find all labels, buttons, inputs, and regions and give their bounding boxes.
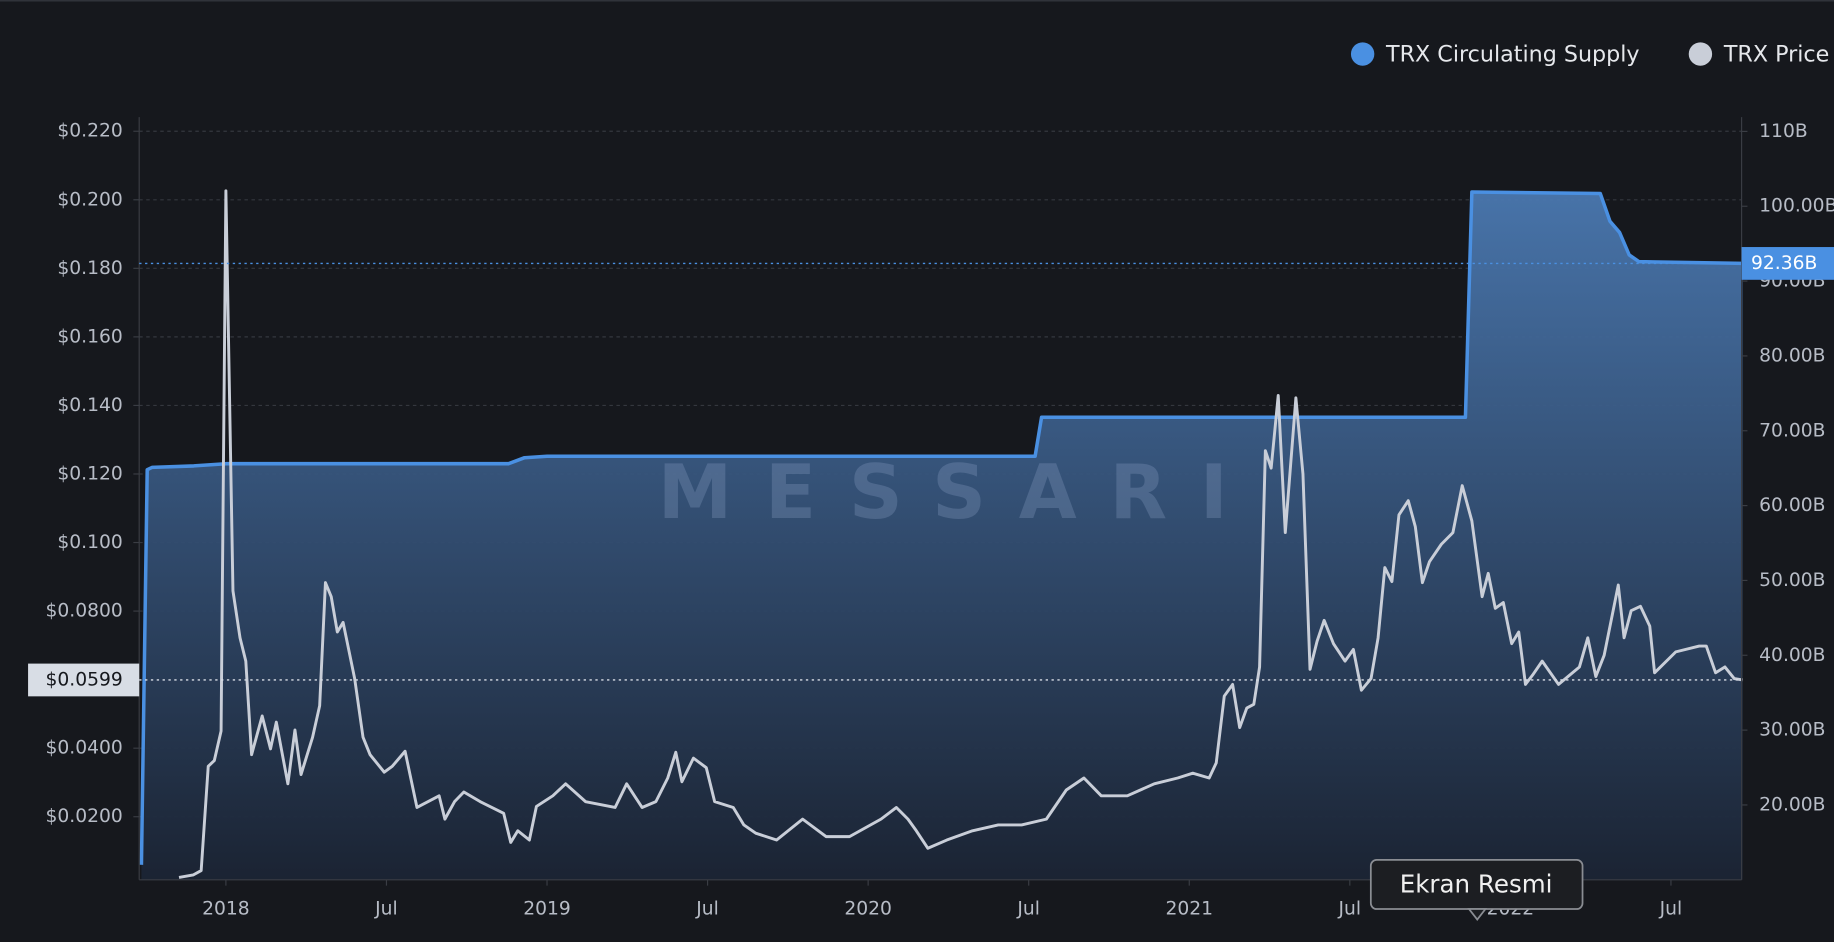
legend-marker [1688,42,1713,66]
x-tick-label: 2021 [1165,899,1213,920]
series-line [178,189,1743,879]
annotation-label: $0.0599 [45,669,122,690]
annotation-box [1741,247,1834,280]
marks [139,189,1743,880]
y2-tick-label: 100.00B [1759,196,1834,217]
y2-tick-label: 110B [1759,121,1808,142]
annotation-box [28,663,140,697]
y-tick-label: $0.220 [57,121,122,142]
legend-marker [1350,42,1375,66]
overlay-tooltip: Ekran Resmi [1369,859,1584,921]
y-tick-label: $0.0800 [45,601,122,622]
y2-tick-label: 80.00B [1759,345,1825,366]
y-tick-label: $0.0400 [45,738,122,759]
y-tick-label: $0.160 [57,326,122,347]
x-tick-label: Jul [1659,899,1683,920]
y-tick-label: $0.0200 [45,806,122,827]
y-tick-label: $0.180 [57,258,122,279]
x-tick-label: 2019 [523,899,571,920]
x-tick-label: Jul [1016,899,1040,920]
y-tick-label: $0.100 [57,532,122,553]
y-tick-label: $0.120 [57,463,122,484]
x-tick-label: 2018 [202,899,250,920]
y2-tick-label: 20.00B [1759,794,1825,815]
series-line [139,190,1743,865]
axes: $0.0200 $0.0400 $0.0800 $0.100 $0.120 $0.140 $… [28,117,1834,920]
legend-label: TRX Price [1723,42,1830,68]
y2-tick-label: 40.00B [1759,645,1825,666]
y2-tick-label: 50.00B [1759,570,1825,591]
watermark: MESSARI [658,449,1261,536]
y2-tick-label: 60.00B [1759,495,1825,516]
series-area [141,192,1743,880]
x-tick-label: 2020 [844,899,892,920]
annotation-label: 92.36B [1751,253,1817,274]
y2-tick-label: 70.00B [1759,420,1825,441]
tooltip-arrow [1467,908,1488,921]
y-tick-label: $0.200 [57,189,122,210]
x-tick-label: Jul [1338,899,1362,920]
y-tick-label: $0.140 [57,395,122,416]
legend-label: TRX Circulating Supply [1385,42,1640,68]
tooltip-text: Ekran Resmi [1400,870,1553,899]
y2-tick-label: 30.00B [1759,720,1825,741]
x-tick-label: Jul [695,899,719,920]
x-tick-label: Jul [374,899,398,920]
legend: TRX Circulating Supply TRX Price [1350,42,1830,68]
